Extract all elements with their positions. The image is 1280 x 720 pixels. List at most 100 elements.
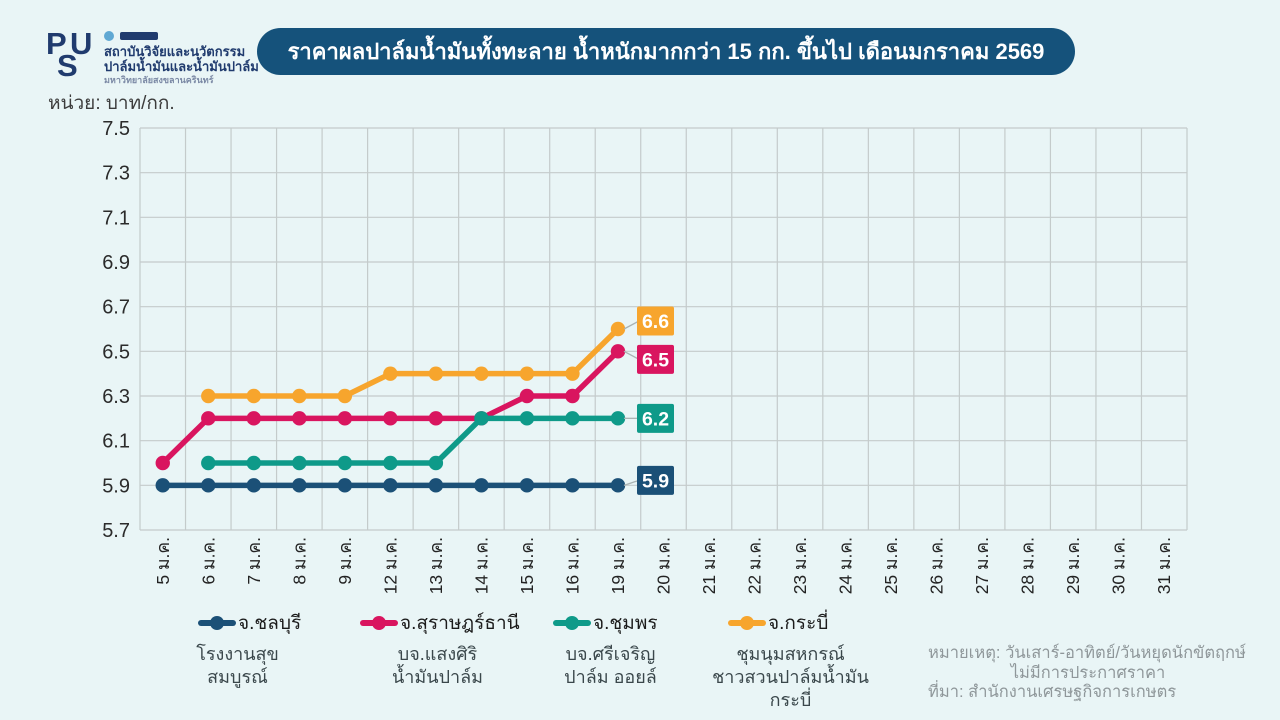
x-axis-label: 12 ม.ค.: [380, 537, 400, 594]
footnote: หมายเหตุ: วันเสาร์-อาทิตย์/วันหยุดนักขัต…: [928, 644, 1248, 703]
series-line-3: [205, 326, 621, 399]
x-axis-label: 26 ม.ค.: [927, 537, 947, 594]
x-axis-label: 21 ม.ค.: [699, 537, 719, 594]
logo-text-block: สถาบันวิจัยและนวัตกรรม ปาล์มน้ำมันและน้ำ…: [104, 26, 259, 86]
series-point: [246, 455, 262, 471]
series-point: [474, 366, 489, 381]
series-point: [565, 478, 580, 493]
legend-item-krabi: จ.กระบี่: [728, 611, 828, 635]
sublabel-line: กระบี่: [769, 690, 812, 710]
series-point: [428, 366, 444, 381]
logo-line1: สถาบันวิจัยและนวัตกรรม: [104, 44, 246, 59]
logo-letter-u: U: [70, 26, 92, 61]
series-point: [610, 344, 626, 359]
title-banner: ราคาผลปาล์มน้ำมันทั้งทะลาย น้ำหนักมากกว่…: [257, 28, 1075, 75]
value-badge-1: [637, 344, 674, 374]
sublabel-line: โรงงานสุข: [196, 644, 279, 664]
footnote-source: ที่มา: สำนักงานเศรษฐกิจการเกษตร: [928, 683, 1177, 701]
value-badge-0: [637, 465, 674, 495]
logo-line2: ปาล์มน้ำมันและน้ำมันปาล์ม: [104, 59, 259, 74]
footnote-remark: หมายเหตุ: วันเสาร์-อาทิตย์/วันหยุดนักขัต…: [928, 644, 1246, 662]
footnote-remark-2: ไม่มีการประกาศราคา: [1010, 663, 1166, 682]
legend-item-chonburi: จ.ชลบุรี: [198, 611, 301, 635]
series-line-2: [205, 415, 621, 466]
series-point: [428, 411, 444, 426]
x-axis-label: 15 ม.ค.: [517, 537, 537, 594]
series-point: [519, 411, 535, 426]
series-point: [474, 478, 489, 493]
series-point: [201, 388, 216, 404]
legend-label: จ.สุราษฎร์ธานี: [400, 613, 520, 634]
y-axis-label: 7.3: [102, 163, 130, 185]
logo-dot-icon: [104, 31, 114, 41]
x-axis-label: 19 ม.ค.: [608, 537, 628, 594]
badge-leader-line: [623, 320, 640, 330]
value-badge-label: 6.5: [642, 349, 669, 371]
series-point: [383, 366, 398, 381]
series-point: [565, 411, 580, 426]
series-point: [246, 478, 262, 493]
x-axis-label: 22 ม.ค.: [745, 537, 765, 594]
series-point: [337, 478, 353, 493]
series-point: [383, 478, 398, 493]
psu-logo-mark: P U S: [46, 26, 92, 82]
x-axis-label: 23 ม.ค.: [790, 537, 810, 594]
sublabel-line: ปาล์ม ออยล์: [564, 667, 657, 687]
series-point: [201, 478, 216, 493]
badge-leader-line: [623, 479, 640, 486]
sublabel-line: บจ.แสงศิริ: [397, 644, 478, 664]
legend-sublabel-suratthani: บจ.แสงศิริ น้ำมันปาล์ม: [345, 643, 530, 689]
x-axis-label: 25 ม.ค.: [881, 537, 901, 594]
x-axis-label: 30 ม.ค.: [1109, 537, 1129, 594]
series-point: [474, 411, 489, 426]
series-point: [428, 455, 444, 471]
x-axis-label: 8 ม.ค.: [289, 537, 309, 585]
logo-decoration: [104, 30, 259, 42]
series-point: [337, 455, 353, 471]
legend-item-suratthani: จ.สุราษฎร์ธานี: [360, 611, 520, 635]
legend-label: จ.กระบี่: [768, 613, 829, 634]
series-point: [246, 388, 262, 404]
y-axis-label: 7.5: [102, 118, 130, 140]
x-axis-label: 20 ม.ค.: [654, 537, 674, 594]
line-marker-icon: [553, 616, 591, 630]
value-badge-label: 6.2: [642, 408, 669, 430]
y-axis-label: 5.9: [102, 475, 130, 497]
sublabel-line: ชุมนุมสหกรณ์: [736, 644, 845, 664]
y-axis-label: 6.1: [102, 431, 130, 453]
legend-sublabel-krabi: ชุมนุมสหกรณ์ ชาวสวนปาล์มน้ำมัน กระบี่: [678, 643, 903, 712]
logo-letter-p: P: [46, 26, 67, 61]
series-point: [565, 388, 580, 404]
x-axis-label: 16 ม.ค.: [562, 537, 582, 594]
series-point: [155, 478, 170, 493]
y-axis-label: 6.9: [102, 252, 130, 274]
y-axis-label: 5.7: [102, 520, 130, 542]
legend-item-chumphon: จ.ชุมพร: [553, 611, 658, 635]
logo-letter-s: S: [57, 48, 78, 82]
series-point: [201, 455, 216, 471]
x-axis-label: 28 ม.ค.: [1018, 537, 1038, 594]
series-point: [246, 411, 262, 426]
line-marker-icon: [198, 616, 236, 630]
series-point: [610, 478, 626, 493]
series-point: [428, 478, 444, 493]
line-marker-icon: [728, 616, 766, 630]
sublabel-line: บจ.ศรีเจริญ: [565, 644, 656, 664]
series-point: [292, 478, 307, 493]
series-point: [383, 455, 398, 471]
x-axis-label: 14 ม.ค.: [471, 537, 491, 594]
series-point: [519, 478, 535, 493]
series-point: [292, 455, 307, 471]
series-point: [519, 388, 535, 404]
legend-sublabel-chonburi: โรงงานสุข สมบูรณ์: [155, 643, 320, 689]
series-point: [292, 388, 307, 404]
legend-sublabel-chumphon: บจ.ศรีเจริญ ปาล์ม ออยล์: [518, 643, 703, 689]
y-axis-label: 6.5: [102, 341, 130, 363]
y-axis-label: 6.7: [102, 297, 130, 319]
value-badge-label: 6.6: [642, 311, 669, 333]
x-axis-label: 29 ม.ค.: [1063, 537, 1083, 594]
logo-line3: มหาวิทยาลัยสงขลานครินทร์: [104, 75, 214, 85]
line-marker-icon: [360, 616, 398, 630]
unit-label: หน่วย: บาท/กก.: [48, 93, 175, 114]
x-axis-label: 27 ม.ค.: [972, 537, 992, 594]
